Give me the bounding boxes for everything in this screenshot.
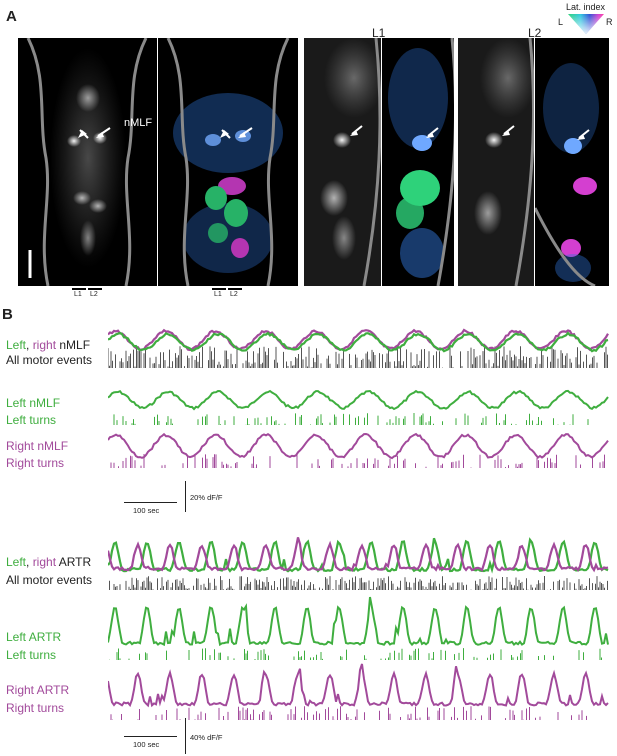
nmlf-traces-plot <box>108 328 609 468</box>
nmlf-left-turns <box>113 413 589 425</box>
nmlf-left-right-label: Left, right nMLF <box>6 338 91 352</box>
l1-lateralization-image <box>382 38 454 286</box>
nmlf-left-turns-label: Left turns <box>6 413 57 427</box>
cut-label-l2: L2 <box>90 291 98 298</box>
artr-right-trace <box>108 663 609 708</box>
l1-title: L1 <box>372 26 386 40</box>
cut-marker-l1 <box>72 288 86 290</box>
right-artr-label: Right ARTR <box>6 683 70 697</box>
panel-b-letter: B <box>2 306 13 323</box>
artr-left-turns <box>109 648 602 660</box>
cut-label-l1: L1 <box>74 291 82 298</box>
lat-index-colorbar <box>568 14 604 34</box>
nmlf-motor-events <box>108 346 608 368</box>
artr-right-trace-overlay <box>108 537 609 573</box>
brain-grayscale-image <box>18 38 157 286</box>
nmlf-right-turns <box>110 454 605 468</box>
artr-right-turns-label: Right turns <box>6 701 65 715</box>
artr-df-scale-bar <box>185 718 186 754</box>
cut-label-l2-color: L2 <box>230 291 238 298</box>
l2-grayscale-image <box>458 38 534 286</box>
nmlf-time-scale-bar <box>124 502 177 503</box>
nmlf-df-scale-bar <box>185 481 186 512</box>
artr-df-scale-label: 40% dF/F <box>190 733 223 742</box>
lat-index-left: L <box>558 17 564 27</box>
brain-lateralization-image <box>158 38 298 286</box>
artr-motor-label: All motor events <box>6 573 93 587</box>
cut-marker-l1-color <box>212 288 226 290</box>
panel-a-letter: A <box>6 8 17 25</box>
cut-marker-l2-color <box>228 288 242 290</box>
nmlf-df-scale-label: 20% dF/F <box>190 493 223 502</box>
artr-left-trace-overlay <box>108 537 609 574</box>
artr-left-right-label: Left, right ARTR <box>6 555 92 569</box>
artr-right-turns <box>110 706 587 720</box>
right-nmlf-label: Right nMLF <box>6 439 69 453</box>
left-artr-label: Left ARTR <box>6 630 62 644</box>
nmlf-motor-label: All motor events <box>6 353 93 367</box>
lat-index-title: Lat. index <box>566 2 606 12</box>
nmlf-right-trace <box>108 432 609 460</box>
l2-title: L2 <box>528 26 542 40</box>
lat-index-right: R <box>606 17 613 27</box>
nmlf-label: nMLF <box>124 117 153 129</box>
l1-grayscale-image <box>304 38 381 286</box>
l2-lateralization-image <box>535 38 609 286</box>
artr-left-trace <box>108 596 609 647</box>
cut-label-l1-color: L1 <box>214 291 222 298</box>
artr-time-scale-bar <box>124 736 177 737</box>
artr-time-scale-label: 100 sec <box>133 740 160 749</box>
nmlf-right-turns-label: Right turns <box>6 456 65 470</box>
left-nmlf-label: Left nMLF <box>6 396 61 410</box>
artr-traces-plot <box>108 537 609 720</box>
nmlf-left-trace <box>108 389 609 411</box>
nmlf-time-scale-label: 100 sec <box>133 506 160 515</box>
artr-left-turns-label: Left turns <box>6 648 57 662</box>
artr-motor-events <box>109 576 608 590</box>
cut-marker-l2 <box>88 288 102 290</box>
nmlf-left-trace-overlay <box>108 331 609 353</box>
